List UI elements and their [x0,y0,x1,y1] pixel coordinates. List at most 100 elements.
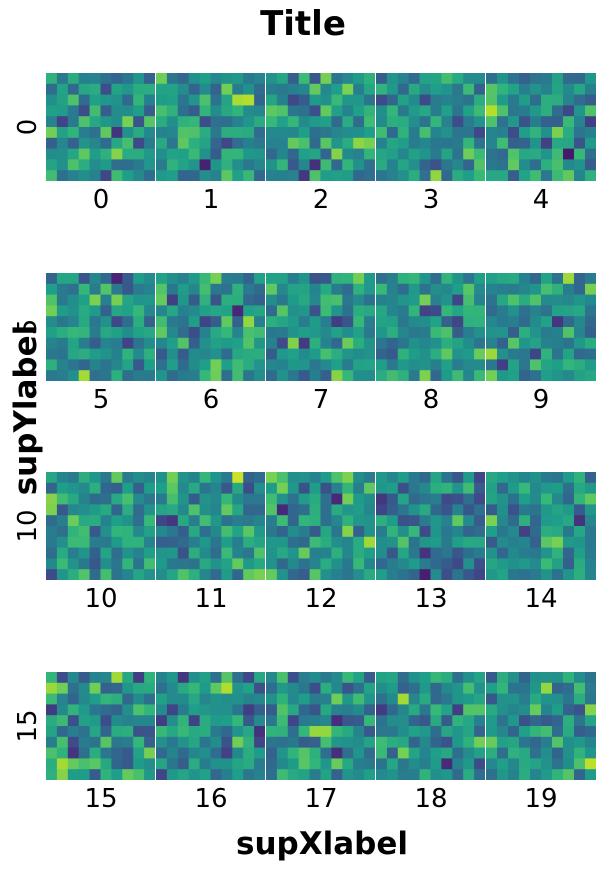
heatmap-cell [133,83,145,96]
heatmap-cell [541,83,553,96]
heatmap-cell [210,348,222,360]
heatmap-cell [46,526,58,538]
heatmap-cell [133,504,145,516]
heatmap-cell [199,558,211,570]
heatmap-cell [320,170,332,181]
heatmap-cell [353,536,365,549]
heatmap-cell [552,327,564,339]
heatmap-cell [188,359,201,371]
heatmap-cell [199,73,211,85]
heatmap-cell [497,148,509,160]
heatmap-cell [364,94,375,106]
heatmap-cell [574,693,586,705]
heatmap-cell [331,348,343,360]
heatmap-cell [122,159,134,171]
heatmap-cell [67,758,80,770]
heatmap-cell [474,348,485,360]
heatmap-cell [441,736,453,749]
heatmap-cell [585,493,596,505]
heatmap-cell [364,504,375,516]
heatmap-cell [397,170,410,181]
heatmap-cell [419,693,431,705]
heatmap-cell [100,515,112,527]
heatmap-cell [221,273,233,285]
heatmap-cell [331,526,343,538]
heatmap-cell [243,747,255,759]
heatmap-cell [331,747,343,759]
heatmap-cell [563,747,575,759]
heatmap-cell [122,73,134,85]
heatmap-cell [397,327,410,339]
heatmap-cell [530,482,542,495]
heatmap-cell [221,526,233,538]
heatmap-cell [552,105,564,117]
heatmap-cell [67,348,80,360]
heatmap-cell [452,359,464,371]
heatmap-cell [89,273,101,285]
heatmap-cell [585,693,596,705]
heatmap-cell [408,515,421,527]
heatmap-cell [585,105,596,117]
heatmap-cell [430,569,442,580]
heatmap-cell [67,105,80,117]
heatmap-cell [243,493,255,505]
heatmap-cell [452,105,464,117]
heatmap-cell [508,73,520,85]
heatmap-cell [309,747,321,759]
heatmap-cell [309,73,321,85]
heatmap-cell [486,736,498,749]
heatmap-cell [221,682,233,695]
heatmap-cell [188,316,201,328]
heatmap-cell [122,704,134,716]
heatmap-cell [221,504,233,516]
heatmap-cell [508,359,520,371]
heatmap-cell [463,116,475,128]
heatmap-cell [254,116,265,128]
heatmap-cell [100,305,112,317]
heatmap-cell [552,704,564,716]
heatmap-cell [552,769,564,780]
heatmap-cell [166,769,179,780]
heatmap-cell [497,273,509,285]
heatmap-cell [254,170,265,181]
heatmap-cell [56,83,69,96]
heatmap-cell [188,294,201,306]
heatmap-cell [78,327,91,339]
heatmap-cell [298,294,311,306]
heatmap-cell [508,273,520,285]
heatmap-cell [166,715,179,727]
heatmap-cell [386,327,399,339]
heatmap-cell [585,504,596,516]
heatmap-cell [122,316,134,328]
heatmap-cell [243,536,255,549]
heatmap-cell [156,758,168,770]
heatmap-cell [519,327,531,339]
heatmap-cell [156,558,168,570]
heatmap-cell [287,73,300,85]
heatmap-cell [254,672,265,684]
heatmap-cell [419,493,431,505]
heatmap-cell [497,682,509,695]
heatmap-cell [441,370,453,381]
heatmap-cell [364,327,375,339]
heatmap-cell [452,83,464,96]
heatmap-cell [111,359,123,371]
heatmap-cell [199,170,211,181]
heatmap-cell [210,159,222,171]
heatmap-cell [166,515,179,527]
heatmap-cell [111,170,123,181]
heatmap-cell [519,569,531,580]
heatmap-cell [221,359,233,371]
heatmap-cell [122,327,134,339]
heatmap-cell [266,715,278,727]
heatmap-cell [508,127,520,139]
heatmap-cell [144,515,155,527]
heatmap-cell [376,493,388,505]
heatmap-cell [266,726,278,738]
heatmap-cell [386,305,399,317]
heatmap-cell [100,493,112,505]
heatmap-cell [320,127,332,139]
heatmap-cell [320,536,332,549]
heatmap-cell [452,569,464,580]
heatmap-cell [497,283,509,296]
